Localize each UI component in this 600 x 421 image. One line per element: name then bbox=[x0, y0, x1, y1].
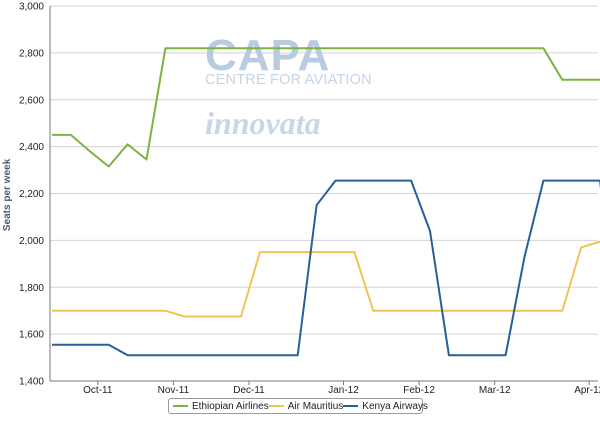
legend-item: Ethiopian Airlines bbox=[173, 401, 269, 412]
chart-legend: Ethiopian Airlines Air Mauritius Kenya Air… bbox=[168, 398, 428, 414]
y-tick-label: 1,600 bbox=[19, 330, 44, 341]
legend-swatch bbox=[173, 405, 188, 407]
y-tick-label: 3,000 bbox=[19, 2, 44, 13]
line-chart: CAPA CENTRE FOR AVIATION innovata 1,4001… bbox=[2, 2, 600, 396]
legend-label: Kenya Airways bbox=[362, 400, 428, 412]
y-tick-label: 2,800 bbox=[19, 48, 44, 59]
y-tick-label: 2,200 bbox=[19, 189, 44, 200]
legend-item: Kenya Airways bbox=[343, 401, 428, 412]
capa-watermark-subtitle: CENTRE FOR AVIATION bbox=[205, 72, 372, 88]
series-line-air-mauritius bbox=[52, 240, 600, 318]
x-tick-label: Dec-11 bbox=[233, 385, 265, 396]
y-tick-label: 2,000 bbox=[19, 236, 44, 247]
legend-item: Air Mauritius bbox=[268, 400, 344, 412]
legend-swatch bbox=[268, 405, 284, 407]
x-tick-label: Oct-11 bbox=[83, 385, 113, 396]
y-tick-label: 1,400 bbox=[19, 377, 44, 388]
x-tick-label: Feb-12 bbox=[403, 385, 435, 396]
y-tick-label: 1,800 bbox=[19, 283, 44, 294]
legend-swatch bbox=[343, 405, 359, 407]
y-axis-ticks: 1,400 1,600 1,800 2,000 2,200 2,400 2,600 2,800… bbox=[19, 2, 44, 388]
x-tick-label: Jan-12 bbox=[328, 385, 359, 396]
x-axis-ticks: Oct-11 Nov-11 Dec-11 Jan-12 Feb-12 Mar-12 Apr-… bbox=[83, 381, 600, 396]
series-line-kenya-airways bbox=[52, 179, 600, 357]
series-lines bbox=[52, 47, 600, 357]
x-tick-label: Nov-11 bbox=[158, 385, 190, 396]
series-line-ethiopian-airlines bbox=[52, 47, 600, 168]
y-axis-label: Seats per week bbox=[2, 158, 13, 231]
y-tick-label: 2,400 bbox=[19, 142, 44, 153]
legend-label: Air Mauritius bbox=[287, 400, 344, 412]
legend-label: Ethiopian Airlines bbox=[192, 400, 269, 412]
x-tick-label: Mar-12 bbox=[479, 385, 511, 396]
capa-watermark-logo: CAPA bbox=[205, 31, 330, 80]
watermarks: CAPA CENTRE FOR AVIATION innovata bbox=[205, 31, 372, 141]
innovata-watermark-logo: innovata bbox=[205, 105, 321, 141]
grid-lines bbox=[50, 5, 598, 335]
x-tick-label: Apr-12 bbox=[574, 385, 600, 396]
axes bbox=[49, 6, 598, 382]
y-tick-label: 2,600 bbox=[19, 95, 44, 106]
